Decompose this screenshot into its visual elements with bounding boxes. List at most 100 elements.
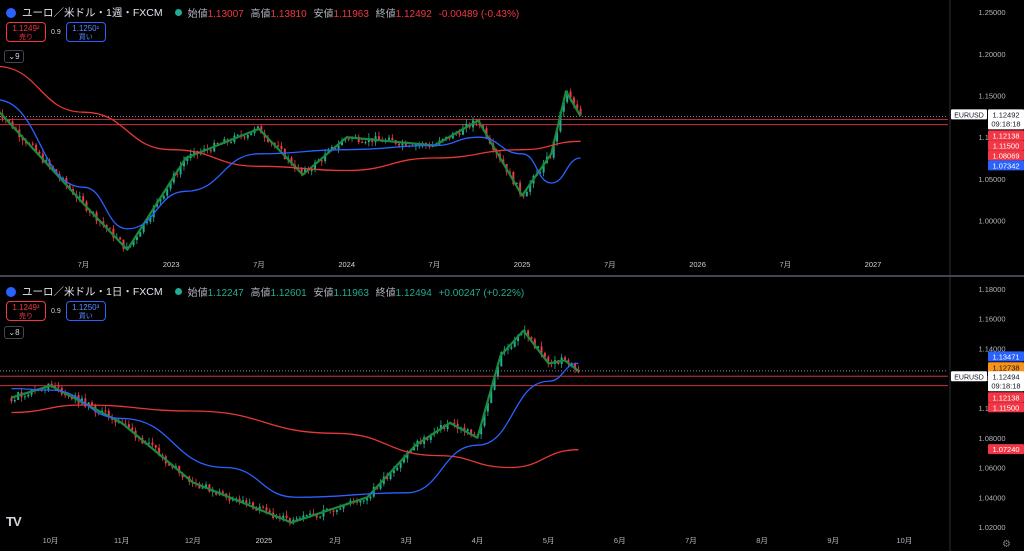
candle-body (151, 442, 154, 446)
candle-body (539, 172, 542, 174)
candle-body (112, 228, 115, 238)
candle-body (300, 167, 303, 173)
candle-body (480, 425, 483, 435)
candle-body (361, 142, 364, 144)
candle-body (285, 515, 288, 519)
candle-body (529, 183, 532, 192)
candle-body (107, 410, 110, 418)
candle-body (406, 452, 409, 459)
spread-value: 0.9 (51, 28, 61, 36)
candle-body (182, 161, 185, 167)
x-tick-label: 2024 (338, 260, 355, 269)
candle-body (579, 108, 582, 115)
candle-body (319, 516, 322, 518)
candle-body (132, 240, 135, 246)
candle-body (392, 470, 395, 474)
candle-body (280, 145, 283, 150)
candle-body (510, 346, 513, 349)
candle-body (525, 191, 528, 197)
candle-body (298, 518, 301, 520)
price-tag-bg (988, 351, 1024, 362)
ma-fast-line (11, 362, 579, 498)
x-tick-label: 2027 (865, 260, 882, 269)
candle-body (13, 400, 16, 402)
candle-body (391, 137, 394, 141)
x-tick-label: 7月 (78, 260, 90, 269)
candle-body (574, 363, 577, 370)
candle-body (324, 153, 327, 162)
x-tick-label: 6月 (614, 536, 626, 545)
candle-body (458, 133, 461, 135)
sell-button[interactable]: 1.1249² 売り (6, 22, 46, 42)
candle-body (576, 104, 579, 109)
x-tick-label: 7月 (604, 260, 616, 269)
candle-body (31, 143, 34, 145)
buy-label: 買い (78, 313, 93, 320)
candle-body (513, 340, 516, 347)
candle-body (519, 182, 522, 195)
last-price-tag-bg (988, 109, 1024, 130)
candle-body (366, 498, 369, 501)
price-tag-bg (988, 402, 1024, 413)
candle-body (283, 149, 286, 159)
price-tag-value: 1.12138 (992, 131, 1019, 140)
candle-body (389, 473, 392, 480)
candle-body (549, 156, 552, 158)
bottom-symbol-title[interactable]: ユーロ／米ドル・1日・FXCM (22, 286, 163, 298)
candle-body (135, 236, 138, 241)
candle-body (50, 383, 53, 386)
candle-body (23, 396, 26, 398)
candle-body (556, 131, 559, 142)
candle-body (221, 491, 224, 494)
bottom-ohlc: 始値1.12247 高値1.12601 安値1.11963 終値1.12494 … (188, 284, 529, 299)
y-tick-label: 1.08000 (978, 434, 1005, 443)
price-tag-bg (988, 160, 1024, 171)
candle-body (255, 508, 258, 511)
candle-body (27, 394, 30, 397)
buy-button[interactable]: 1.1250¹ 買い (65, 22, 106, 42)
candle-body (364, 142, 367, 144)
buy-button[interactable]: 1.1250³ 買い (65, 301, 106, 321)
candle-body (490, 389, 493, 404)
candle-body (231, 499, 234, 501)
candle-body (142, 223, 145, 233)
candle-body (78, 196, 81, 198)
candles (0, 88, 582, 252)
y-tick-label: 1.18000 (978, 285, 1005, 294)
candle-body (109, 228, 112, 230)
sell-button[interactable]: 1.1249³ 売り (6, 301, 46, 321)
candle-body (162, 195, 165, 199)
candle-body (386, 476, 389, 480)
candle-body (569, 91, 572, 98)
price-tag-value: 1.07240 (992, 445, 1019, 454)
ohlc-low-label: 安値 (313, 288, 334, 299)
candle-body (542, 162, 545, 173)
y-tick-label: 1.04000 (978, 493, 1005, 502)
candle-body (241, 500, 244, 503)
y-tick-label: 1.16000 (978, 315, 1005, 324)
candle-body (572, 97, 575, 105)
candle-body (310, 169, 313, 172)
settings-icon[interactable]: ⚙ (1002, 539, 1011, 550)
candle-body (268, 510, 271, 513)
indicator-toggle-button[interactable]: ⌄9 (4, 50, 24, 63)
x-tick-label: 7月 (253, 260, 265, 269)
indicator-toggle-button[interactable]: ⌄8 (4, 326, 24, 339)
candle-body (473, 434, 476, 436)
y-tick-label: 1.20000 (978, 50, 1005, 59)
candles (10, 325, 580, 526)
candle-body (243, 136, 246, 138)
ohlc-close-value: 1.12494 (395, 288, 432, 299)
candle-body (252, 502, 255, 509)
ma-slow-line (0, 66, 581, 172)
candle-body (131, 427, 134, 431)
y-tick-label: 1.15000 (978, 92, 1005, 101)
ohlc-close-label: 終値 (375, 9, 396, 20)
ma-slow-line (11, 404, 579, 469)
candle-body (179, 166, 182, 175)
candle-body (248, 502, 251, 504)
symbol-flag-icon (6, 7, 16, 18)
last-price-time: 09:18:18 (991, 381, 1020, 390)
top-symbol-title[interactable]: ユーロ／米ドル・1週・FXCM (22, 7, 163, 19)
